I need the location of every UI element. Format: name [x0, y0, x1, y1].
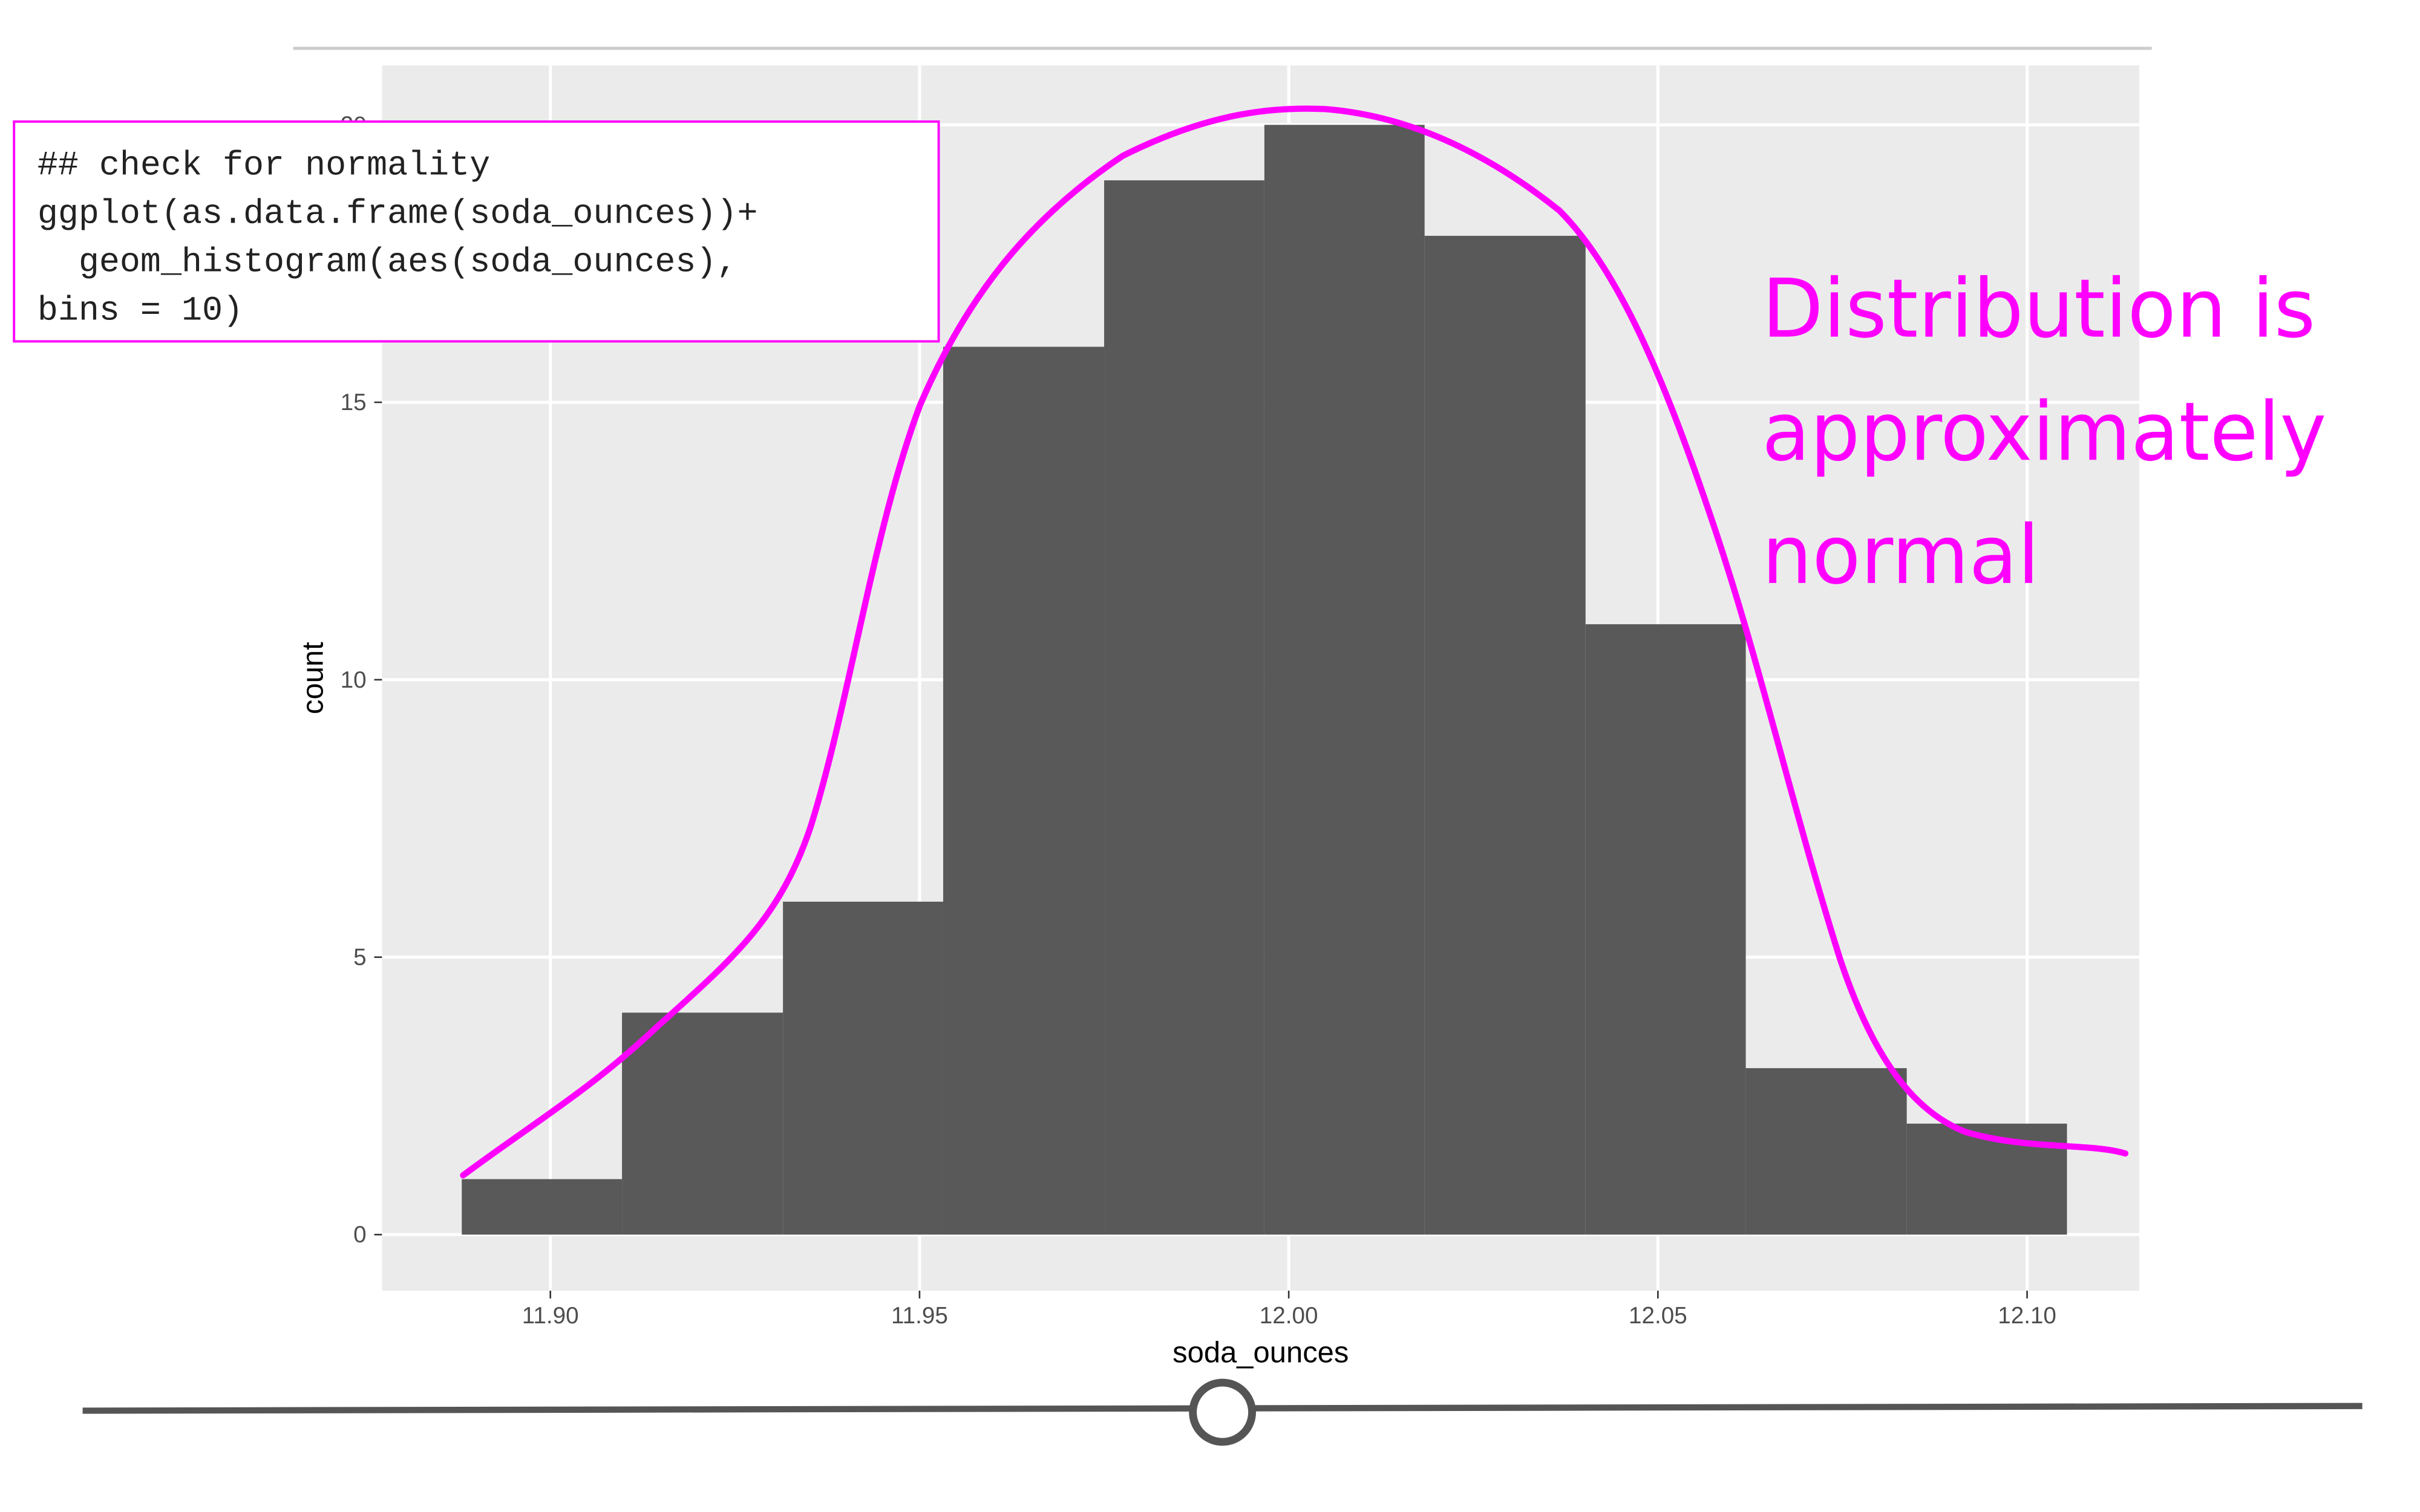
bar [1264, 125, 1425, 1235]
y-tick-label: 10 [341, 667, 367, 693]
annotation-text: Distribution is [1762, 262, 2315, 356]
code-line: geom_histogram(aes(soda_ounces), [38, 243, 737, 282]
bar [1585, 624, 1746, 1235]
annotation-text: approximately [1762, 385, 2326, 479]
annotation-text: normal [1762, 508, 2039, 602]
code-line: bins = 10) [38, 292, 243, 330]
y-axis-title: count [297, 642, 330, 714]
x-tick-label: 12.10 [1998, 1303, 2056, 1329]
y-tick-label: 5 [353, 945, 366, 971]
x-tick-label: 12.05 [1629, 1303, 1687, 1329]
bar [1745, 1068, 1907, 1235]
bar [783, 901, 943, 1235]
bar [1424, 235, 1586, 1235]
bar [462, 1179, 623, 1235]
x-tick-label: 11.90 [522, 1303, 579, 1329]
bar [943, 347, 1105, 1235]
code-line: ## check for normality [38, 147, 490, 186]
y-tick-label: 0 [353, 1222, 366, 1248]
code-box [13, 120, 940, 343]
slider-handle[interactable] [1189, 1378, 1257, 1446]
code-line: ggplot(as.data.frame(soda_ounces))+ [38, 195, 758, 234]
bar [622, 1012, 783, 1235]
x-tick-label: 12.00 [1260, 1303, 1318, 1329]
hand-drawn-curve [460, 105, 2129, 1179]
x-axis-title: soda_ounces [1172, 1337, 1349, 1369]
y-tick-label: 15 [341, 389, 367, 415]
x-tick-label: 11.95 [891, 1303, 948, 1329]
bar [1104, 180, 1264, 1235]
